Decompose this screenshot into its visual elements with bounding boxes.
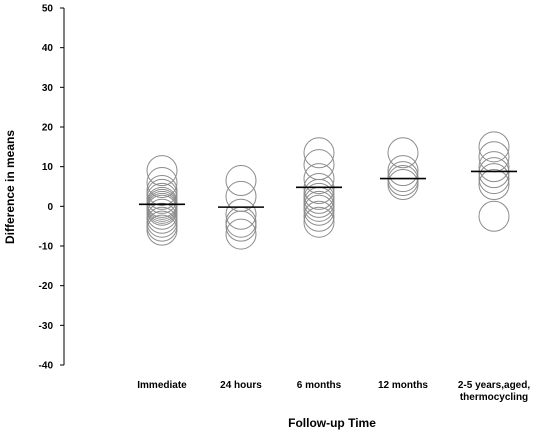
data-point (146, 155, 178, 187)
data-point (478, 169, 510, 201)
y-tick-label: 40 (42, 43, 54, 54)
data-point (303, 137, 335, 169)
data-point (225, 218, 257, 250)
data-points (146, 131, 510, 250)
data-point (225, 198, 257, 230)
data-point (146, 210, 178, 242)
y-axis-title: Difference in means (3, 130, 17, 244)
x-category-label: 12 months (378, 380, 428, 391)
y-tick-label: 50 (42, 4, 54, 15)
data-point (303, 200, 335, 232)
y-tick-label: 0 (47, 202, 53, 213)
data-point (303, 178, 335, 210)
data-point (303, 190, 335, 222)
data-point (303, 186, 335, 218)
data-point (146, 198, 178, 230)
y-tick-label: 20 (42, 123, 54, 134)
data-point (146, 190, 178, 222)
data-point (303, 172, 335, 204)
data-point (146, 174, 178, 206)
data-point (387, 161, 419, 193)
data-point (303, 206, 335, 238)
data-point (387, 169, 419, 201)
data-point (478, 131, 510, 163)
data-point (225, 210, 257, 242)
x-category-label: 24 hours (220, 380, 262, 391)
y-tick-label: -10 (39, 242, 54, 253)
data-point (146, 202, 178, 234)
y-ticks: -40 -30 -20 -10 0 10 20 30 40 50 (39, 4, 64, 372)
y-tick-label: -40 (39, 361, 54, 372)
y-tick-label: -20 (39, 281, 54, 292)
data-point (303, 163, 335, 195)
x-category-label: 6 months (297, 380, 342, 391)
data-point (303, 149, 335, 181)
x-axis-title: Follow-up Time (288, 416, 376, 430)
data-point (146, 194, 178, 226)
data-point (146, 186, 178, 218)
data-point (387, 155, 419, 187)
data-point (146, 206, 178, 238)
y-tick-label: -30 (39, 321, 54, 332)
y-tick-label: 30 (42, 83, 54, 94)
data-point (225, 165, 257, 197)
data-point (146, 182, 178, 214)
data-point (478, 151, 510, 183)
data-point (478, 200, 510, 232)
data-point (387, 137, 419, 169)
x-category-label: Immediate (137, 380, 187, 391)
x-category-label: 2-5 years,aged, thermocycling (458, 380, 530, 403)
data-point (303, 182, 335, 214)
y-tick-label: 10 (42, 162, 54, 173)
data-point (146, 167, 178, 199)
data-point (303, 194, 335, 226)
data-point (146, 178, 178, 210)
data-point (478, 157, 510, 189)
x-category-labels: Immediate 24 hours 6 months 12 months 2-5 ye… (137, 380, 530, 403)
data-point (146, 214, 178, 246)
data-point (387, 165, 419, 197)
mean-lines (139, 170, 517, 208)
data-point (478, 163, 510, 195)
